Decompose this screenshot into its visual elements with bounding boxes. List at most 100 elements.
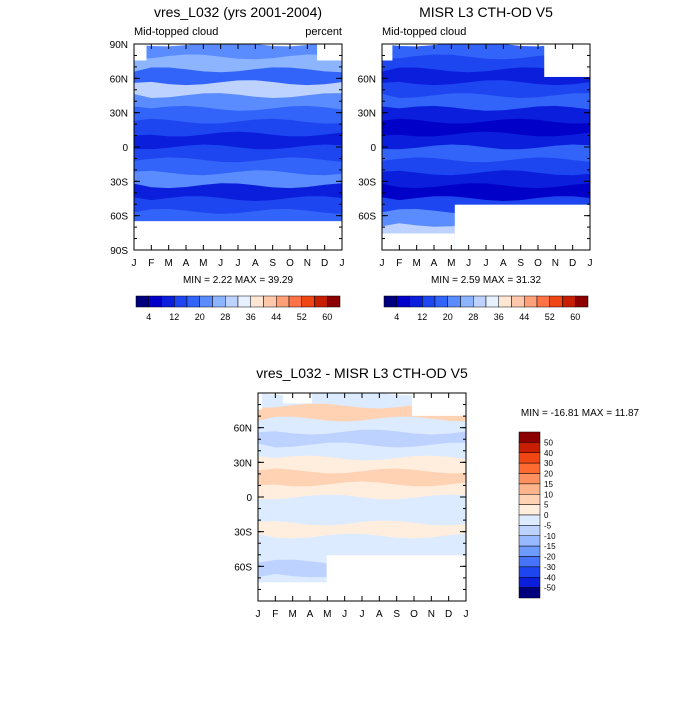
colorbar-swatch (250, 295, 264, 308)
colorbar-swatch (314, 295, 328, 308)
colorbar-label: 36 (494, 312, 504, 322)
y-tick-label: 30N (234, 458, 252, 469)
stats-label: MIN = -16.81 MAX = 11.87 (521, 408, 640, 419)
x-tick-label: M (447, 258, 455, 269)
colorbar-swatch (518, 494, 541, 505)
x-tick-label: S (269, 258, 276, 269)
colorbar-swatch (518, 525, 541, 536)
stats-label: MIN = 2.59 MAX = 31.32 (431, 275, 541, 286)
colorbar-swatch (518, 442, 541, 453)
colorbar-swatch (237, 295, 251, 308)
missing-data-region (134, 44, 147, 61)
panel-subtitle-left: Mid-topped cloud (382, 26, 466, 38)
contour-band (382, 67, 590, 87)
y-tick-label: 60N (110, 74, 128, 85)
colorbar-swatch (498, 295, 512, 308)
colorbar-swatch (524, 295, 538, 308)
x-tick-label: F (396, 258, 402, 269)
colorbar-label: 0 (544, 511, 549, 520)
colorbar-swatch (148, 295, 162, 308)
x-tick-label: M (323, 609, 331, 620)
contour-band (382, 118, 590, 139)
colorbar-swatch (518, 566, 541, 578)
colorbar-swatch (135, 295, 149, 308)
x-tick-label: N (304, 258, 311, 269)
x-tick-label: O (410, 609, 418, 620)
x-tick-label: O (286, 258, 294, 269)
stats-label: MIN = 2.22 MAX = 39.29 (183, 275, 293, 286)
contour-band (382, 80, 590, 100)
colorbar-label: 40 (544, 449, 553, 458)
colorbar-label: 20 (195, 312, 205, 322)
x-tick-label: J (218, 258, 223, 269)
colorbar-swatch (288, 295, 302, 308)
plot-field (382, 44, 590, 250)
colorbar-swatch (409, 295, 423, 308)
colorbar-swatch (174, 295, 188, 308)
y-tick-label: 30N (110, 109, 128, 120)
x-tick-label: S (517, 258, 524, 269)
x-tick-label: J (342, 609, 347, 620)
plot-field (258, 393, 466, 601)
x-tick-label: J (256, 609, 261, 620)
x-tick-label: J (340, 258, 345, 269)
x-tick-label: F (148, 258, 154, 269)
colorbar-label: -5 (544, 521, 552, 530)
colorbar-label: 36 (246, 312, 256, 322)
x-tick-label: A (307, 609, 314, 620)
colorbar-label: -30 (544, 563, 556, 572)
x-tick-label: F (272, 609, 278, 620)
y-tick-label: 0 (246, 493, 252, 504)
colorbar-label: -20 (544, 553, 556, 562)
colorbar-label: 20 (544, 470, 553, 479)
colorbar-swatch (575, 295, 589, 308)
contour-band (382, 157, 590, 177)
colorbar-swatch (434, 295, 448, 308)
colorbar-label: -15 (544, 542, 556, 551)
colorbar-swatch (301, 295, 315, 308)
panel-subtitle-right: percent (305, 26, 342, 38)
colorbar-swatch (422, 295, 436, 308)
x-tick-label: A (376, 609, 383, 620)
colorbar-swatch (161, 295, 175, 308)
missing-data-region (258, 393, 263, 410)
missing-data-region (326, 555, 466, 601)
colorbar-label: 52 (545, 312, 555, 322)
x-tick-label: S (393, 609, 400, 620)
x-tick-label: A (183, 258, 190, 269)
colorbar-swatch (186, 295, 200, 308)
colorbar-label: 12 (417, 312, 427, 322)
panel-1: vres_L032 (yrs 2001-2004) Mid-topped clou… (110, 4, 345, 322)
x-tick-label: J (236, 258, 241, 269)
colorbar-swatch (383, 295, 397, 308)
colorbar-swatch (327, 295, 341, 308)
colorbar-label: -50 (544, 584, 556, 593)
colorbar-swatch (212, 295, 226, 308)
contour-band (258, 468, 466, 488)
panel-title: vres_L032 - MISR L3 CTH-OD V5 (256, 365, 468, 381)
y-tick-label: 0 (122, 143, 128, 154)
x-tick-label: D (445, 609, 452, 620)
contour-band (134, 118, 342, 139)
x-tick-label: J (588, 258, 593, 269)
colorbar-swatch (396, 295, 410, 308)
x-tick-label: N (552, 258, 559, 269)
y-tick-label: 60S (234, 562, 252, 573)
x-tick-label: O (534, 258, 542, 269)
x-tick-label: J (484, 258, 489, 269)
colorbar-label: 44 (519, 312, 529, 322)
colorbar-swatch (518, 556, 541, 568)
colorbar-swatch (276, 295, 290, 308)
colorbar-swatch (518, 504, 541, 516)
colorbar-label: -10 (544, 532, 556, 541)
contour-band (134, 80, 342, 100)
colorbar-swatch (518, 452, 541, 464)
contour-band (258, 507, 466, 527)
x-tick-label: D (569, 258, 576, 269)
x-tick-label: A (500, 258, 507, 269)
colorbar-label: 28 (220, 312, 230, 322)
colorbar-swatch (549, 295, 563, 308)
